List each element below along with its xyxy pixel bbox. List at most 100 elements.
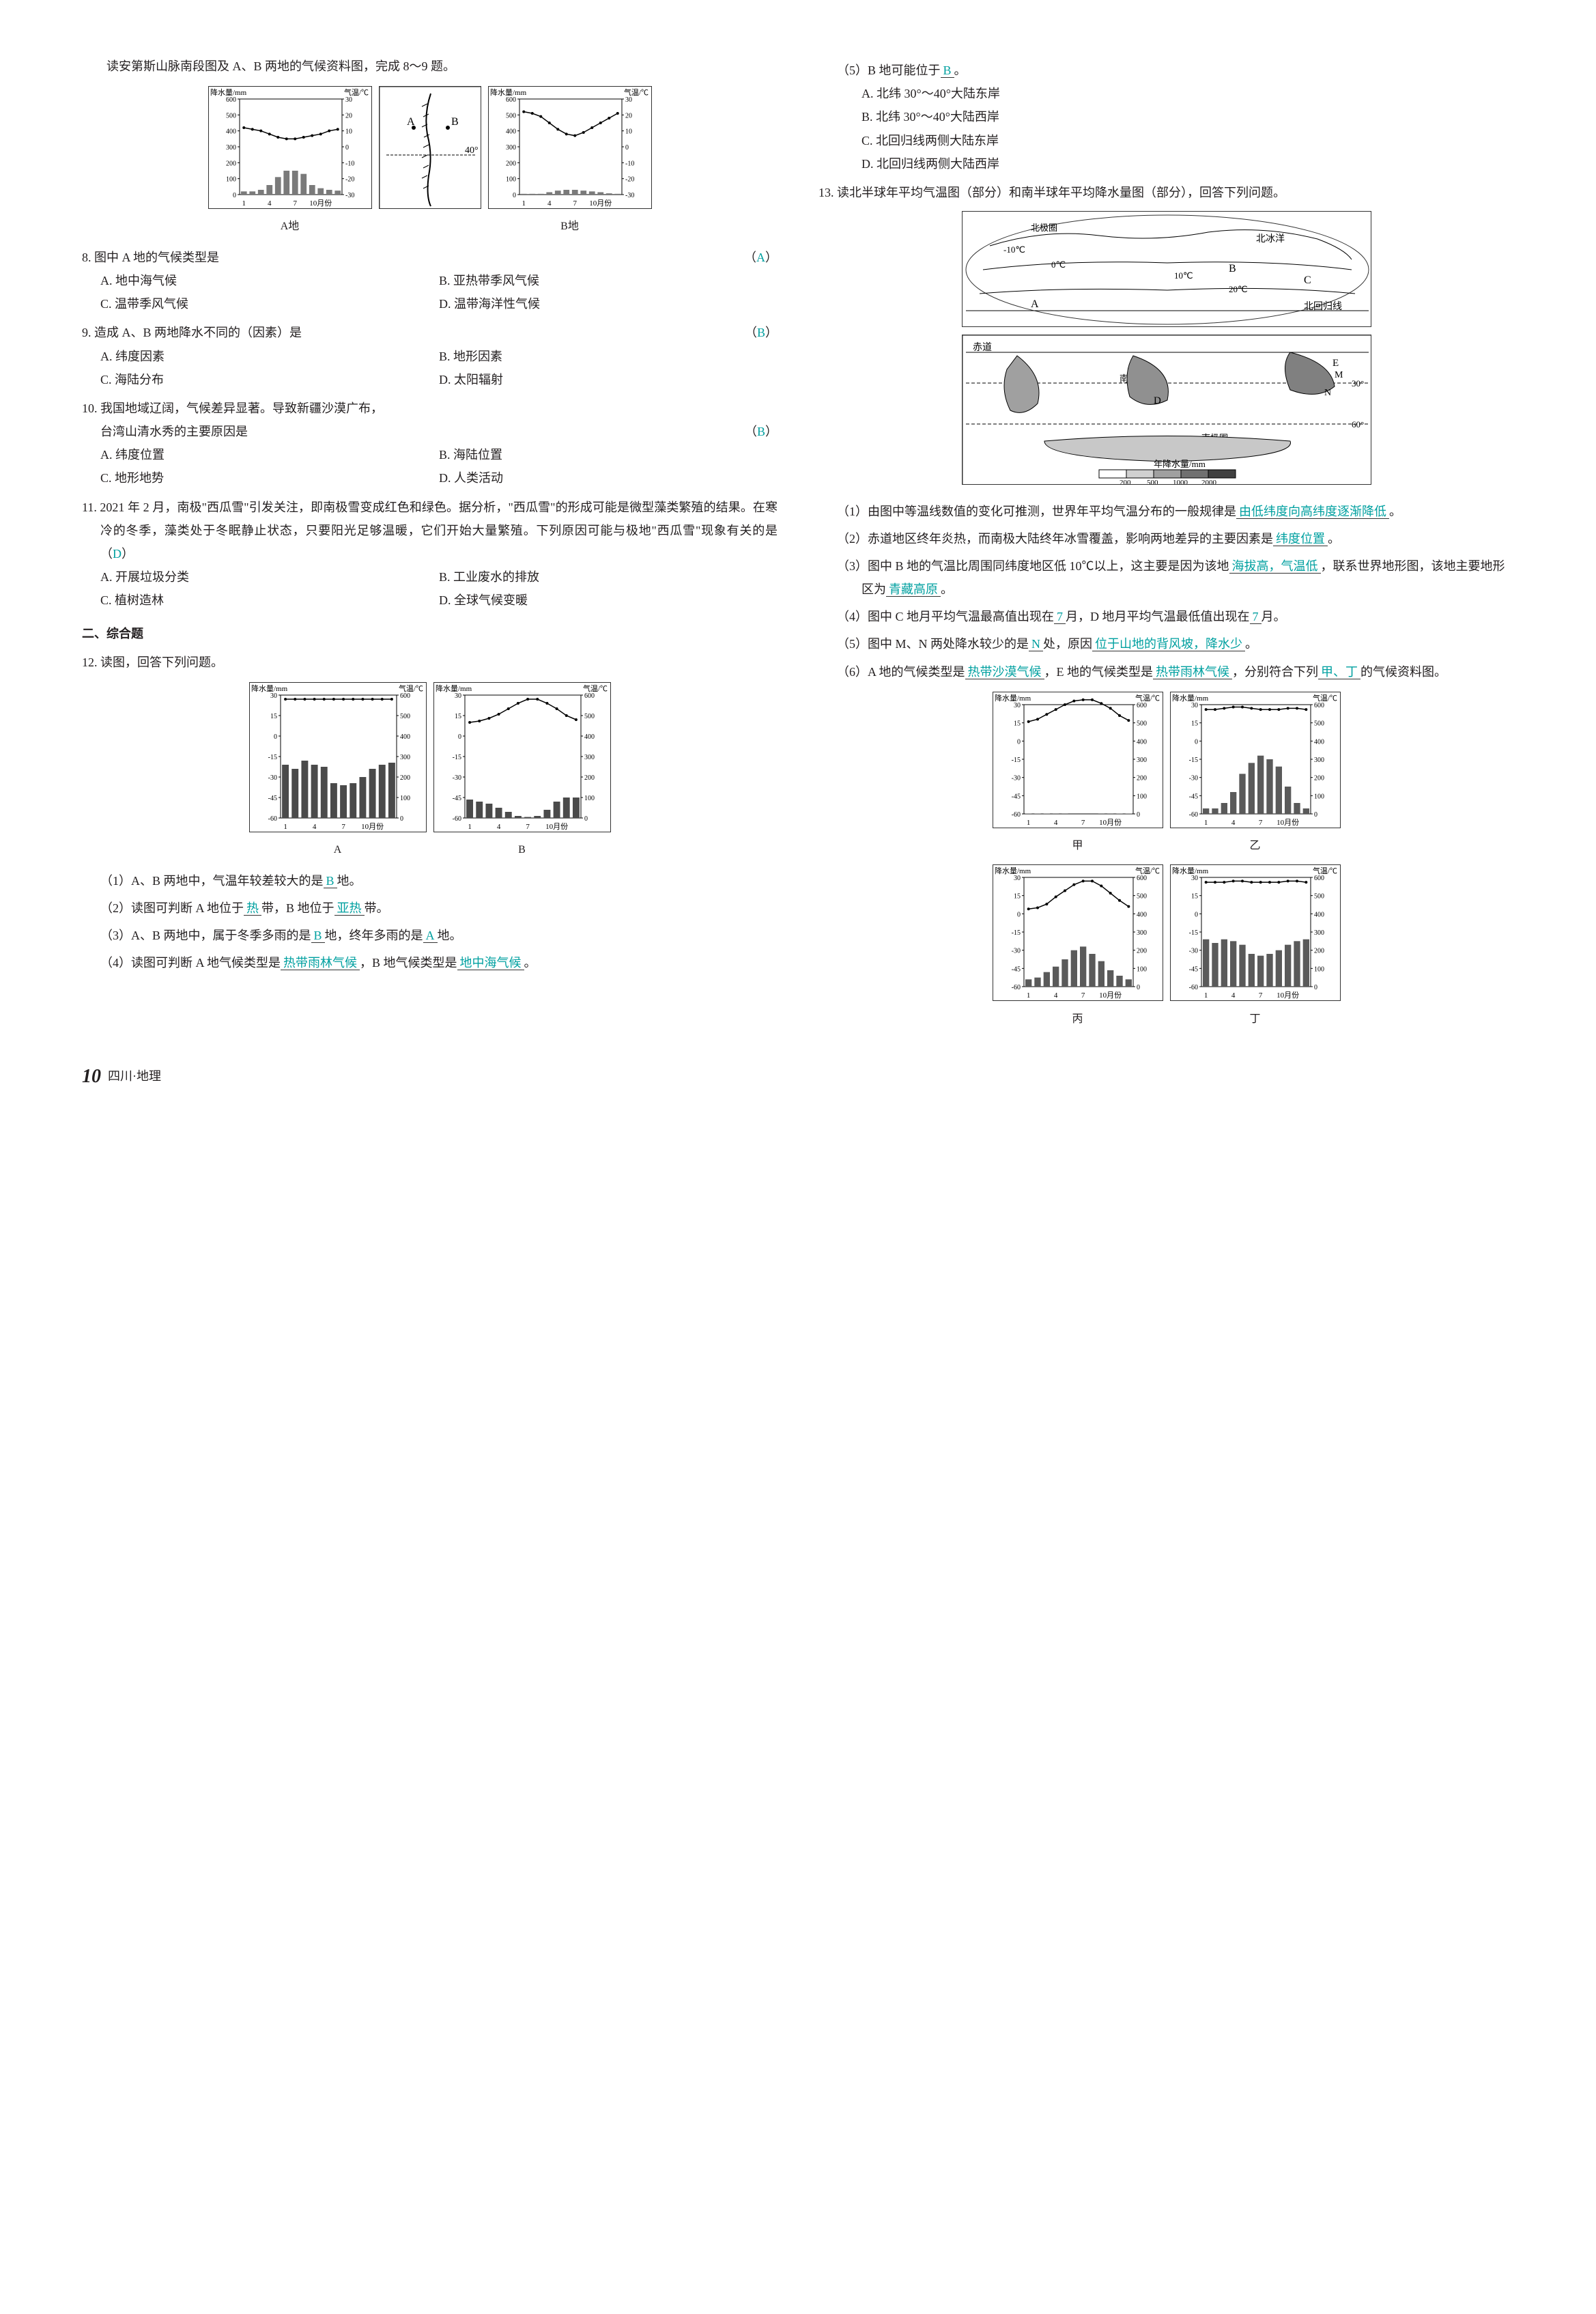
svg-text:400: 400 — [1314, 912, 1324, 919]
svg-text:10月份: 10月份 — [1277, 818, 1299, 827]
svg-text:30: 30 — [1014, 702, 1021, 709]
svg-text:10: 10 — [625, 128, 632, 136]
svg-text:400: 400 — [226, 128, 236, 136]
q13-maps: 北冰洋 北极圈 北回归线 -10℃ 0℃ 10℃ 20℃ A B C 赤道 南回… — [818, 211, 1514, 492]
svg-text:300: 300 — [400, 754, 410, 761]
page-number: 10 — [82, 1058, 101, 1095]
svg-text:400: 400 — [400, 733, 410, 741]
page-footer: 10 四川·地理 — [82, 1058, 1514, 1095]
svg-text:0: 0 — [1017, 738, 1021, 746]
svg-text:0: 0 — [1137, 811, 1140, 819]
svg-text:30: 30 — [625, 96, 632, 104]
svg-text:M: M — [1335, 370, 1343, 380]
svg-text:0: 0 — [1195, 912, 1198, 919]
svg-text:-60: -60 — [452, 815, 461, 823]
svg-text:30: 30 — [1191, 702, 1198, 709]
svg-text:10℃: 10℃ — [1174, 270, 1193, 281]
svg-text:E: E — [1333, 358, 1339, 369]
svg-text:30: 30 — [1014, 875, 1021, 882]
svg-text:-30: -30 — [345, 192, 354, 199]
svg-text:-45: -45 — [1188, 966, 1197, 974]
svg-text:200: 200 — [1314, 774, 1324, 782]
q9-opts: A. 纬度因素B. 地形因素 — [82, 345, 778, 368]
lat-40: 40° — [465, 145, 479, 156]
svg-text:-30: -30 — [268, 774, 276, 782]
svg-text:气温/℃: 气温/℃ — [344, 87, 369, 97]
svg-text:7: 7 — [526, 823, 530, 831]
climograph-b: 降水量/mm气温/℃0100200300400500600-30-20-1001… — [488, 86, 652, 209]
svg-text:100: 100 — [1314, 966, 1324, 974]
svg-text:北冰洋: 北冰洋 — [1256, 234, 1285, 244]
svg-text:500: 500 — [1137, 893, 1147, 901]
svg-text:10月份: 10月份 — [309, 199, 332, 208]
svg-text:15: 15 — [1014, 893, 1021, 901]
svg-text:500: 500 — [226, 113, 236, 120]
svg-text:600: 600 — [1137, 702, 1147, 709]
svg-text:1: 1 — [242, 199, 246, 208]
svg-text:500: 500 — [1147, 479, 1158, 485]
svg-text:4: 4 — [268, 199, 272, 208]
q12-stem: 12. 读图，回答下列问题。 — [82, 651, 778, 674]
svg-text:0: 0 — [233, 192, 236, 199]
svg-text:600: 600 — [584, 692, 595, 700]
svg-text:0: 0 — [1017, 912, 1021, 919]
svg-text:降水量/mm: 降水量/mm — [490, 87, 527, 97]
q11-stem: 11. 2021 年 2 月，南极"西瓜雪"引发关注，即南极雪变成红色和绿色。据… — [82, 496, 778, 566]
svg-text:0: 0 — [1137, 984, 1140, 991]
svg-text:-15: -15 — [452, 754, 461, 761]
svg-text:0: 0 — [1314, 984, 1317, 991]
svg-text:30: 30 — [345, 96, 352, 104]
svg-text:-10: -10 — [345, 160, 354, 168]
q8-stem: 8. 图中 A 地的气候类型是 （A） — [82, 246, 778, 269]
svg-text:N: N — [1324, 388, 1331, 398]
svg-text:7: 7 — [1081, 819, 1085, 827]
svg-text:-45: -45 — [452, 795, 461, 802]
svg-text:1: 1 — [1026, 819, 1030, 827]
svg-text:500: 500 — [506, 113, 516, 120]
svg-text:4: 4 — [312, 823, 316, 831]
svg-text:气温/℃: 气温/℃ — [1135, 693, 1160, 703]
svg-text:降水量/mm: 降水量/mm — [1172, 693, 1209, 703]
svg-text:60°: 60° — [1352, 419, 1364, 429]
svg-text:-45: -45 — [1011, 966, 1020, 974]
q11-opts: A. 开展垃圾分类B. 工业废水的排放 — [82, 565, 778, 589]
svg-text:600: 600 — [400, 692, 410, 700]
q13-s6: （6）A 地的气候类型是热带沙漠气候，E 地的气候类型是热带雨林气候，分别符合下… — [818, 660, 1514, 683]
svg-text:300: 300 — [226, 144, 236, 152]
svg-text:7: 7 — [573, 199, 577, 208]
andes-figure-row: 降水量/mm气温/℃0100200300400500600-30-20-1001… — [82, 86, 778, 238]
left-column: 读安第斯山脉南段图及 A、B 两地的气候资料图，完成 8～9 题。 降水量/mm… — [82, 55, 778, 1038]
svg-text:7: 7 — [341, 823, 345, 831]
svg-text:100: 100 — [226, 176, 236, 184]
svg-text:500: 500 — [400, 713, 410, 720]
svg-text:200: 200 — [226, 160, 236, 168]
svg-text:20: 20 — [345, 113, 352, 120]
svg-text:300: 300 — [1314, 757, 1324, 764]
svg-text:0: 0 — [1314, 811, 1317, 819]
svg-text:-30: -30 — [1188, 948, 1197, 955]
svg-text:降水量/mm: 降水量/mm — [995, 866, 1031, 875]
svg-text:100: 100 — [1314, 793, 1324, 800]
svg-text:气温/℃: 气温/℃ — [399, 683, 423, 693]
svg-text:-10℃: -10℃ — [1003, 244, 1025, 255]
svg-text:100: 100 — [1137, 793, 1147, 800]
svg-text:10月份: 10月份 — [1277, 991, 1299, 1000]
svg-text:500: 500 — [584, 713, 595, 720]
q13-s3: （3）图中 B 地的气温比周围同纬度地区低 10℃以上，这主要是因为该地海拔高，… — [818, 554, 1514, 601]
svg-text:-15: -15 — [268, 754, 276, 761]
svg-text:200: 200 — [506, 160, 516, 168]
svg-text:600: 600 — [1314, 875, 1324, 882]
svg-text:年降水量/mm: 年降水量/mm — [1154, 459, 1206, 469]
svg-text:1: 1 — [1026, 991, 1030, 1000]
svg-text:10月份: 10月份 — [361, 822, 384, 831]
svg-text:600: 600 — [1314, 702, 1324, 709]
svg-text:降水量/mm: 降水量/mm — [1172, 866, 1209, 875]
q12-s1: （1）A、B 两地中，气温年较差较大的是B地。 — [82, 869, 778, 892]
svg-text:20: 20 — [625, 113, 632, 120]
svg-text:200: 200 — [400, 774, 410, 782]
andes-map: 40° A B — [379, 86, 481, 209]
svg-text:15: 15 — [270, 713, 277, 720]
q9-stem: 9. 造成 A、B 两地降水不同的（因素）是 （B） — [82, 321, 778, 344]
svg-text:200: 200 — [1120, 479, 1131, 485]
svg-text:1000: 1000 — [1173, 479, 1188, 485]
